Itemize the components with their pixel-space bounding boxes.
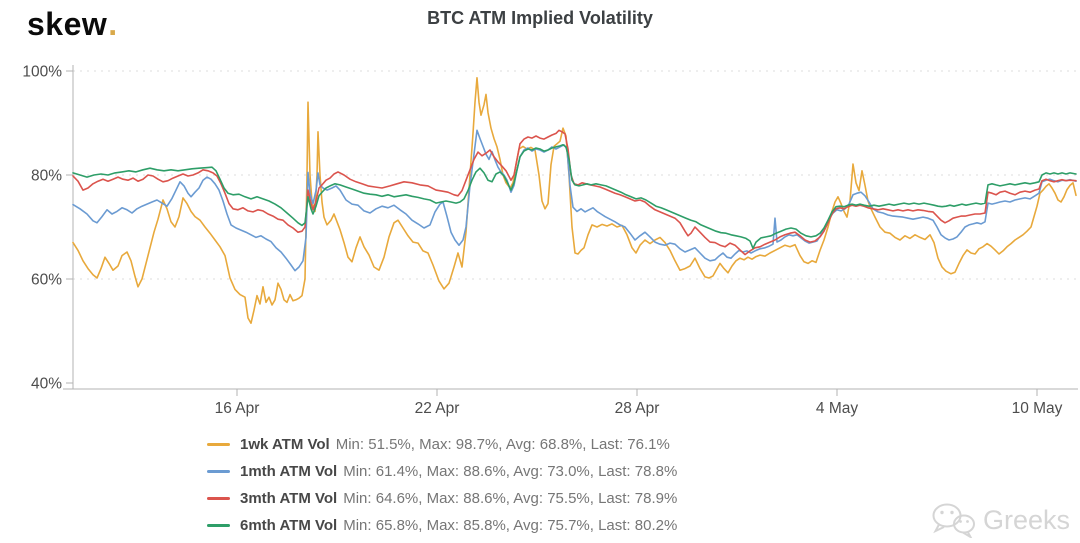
legend-dash-1mth-icon [207, 470, 230, 473]
logo-text: skew [27, 6, 108, 42]
series-line-6mth [72, 144, 1077, 250]
y-axis-label: 60% [31, 272, 62, 289]
x-axis-label: 16 Apr [215, 400, 260, 417]
legend-stats-3mth: Min: 64.6%, Max: 88.6%, Avg: 75.5%, Last… [343, 490, 678, 507]
legend-stats-1mth: Min: 61.4%, Max: 88.6%, Avg: 73.0%, Last… [343, 463, 678, 480]
chart-title: BTC ATM Implied Volatility [427, 8, 653, 28]
wechat-icon [932, 503, 975, 538]
legend-label-6mth: 6mth ATM Vol [240, 517, 338, 534]
legend-label-3mth: 3mth ATM Vol [240, 490, 338, 507]
skew-logo[interactable]: skew. [27, 4, 118, 44]
legend-dash-6mth-icon [207, 524, 230, 527]
legend-dash-3mth-icon [207, 497, 230, 500]
legend-item-3mth[interactable]: 3mth ATM Vol Min: 64.6%, Max: 88.6%, Avg… [207, 485, 677, 512]
wechat-greeks-watermark: Greeks [930, 502, 1070, 538]
series-line-1wk [72, 77, 1077, 324]
legend-item-1wk[interactable]: 1wk ATM Vol Min: 51.5%, Max: 98.7%, Avg:… [207, 431, 677, 458]
series-line-3mth [72, 129, 1077, 256]
legend-stats-6mth: Min: 65.8%, Max: 85.8%, Avg: 75.7%, Last… [343, 517, 678, 534]
legend-label-1mth: 1mth ATM Vol [240, 463, 338, 480]
x-axis-label: 4 May [816, 400, 858, 417]
legend-item-1mth[interactable]: 1mth ATM Vol Min: 61.4%, Max: 88.6%, Avg… [207, 458, 677, 485]
x-axis-label: 10 May [1012, 400, 1063, 417]
legend-dash-1wk-icon [207, 443, 230, 446]
y-axis-label: 100% [22, 64, 62, 81]
y-axis-label: 40% [31, 376, 62, 393]
x-axis-label: 22 Apr [415, 400, 460, 417]
watermark-text: Greeks [982, 504, 1070, 535]
series-line-1mth [72, 129, 1077, 272]
y-axis-label: 80% [31, 168, 62, 185]
legend-stats-1wk: Min: 51.5%, Max: 98.7%, Avg: 68.8%, Last… [335, 436, 670, 453]
chart-legend: 1wk ATM Vol Min: 51.5%, Max: 98.7%, Avg:… [207, 431, 677, 539]
legend-item-6mth[interactable]: 6mth ATM Vol Min: 65.8%, Max: 85.8%, Avg… [207, 512, 677, 539]
x-axis-label: 28 Apr [615, 400, 660, 417]
volatility-line-chart: 100% 80% 60% 40% 16 Apr 22 Apr 28 Apr 4 May 10 M… [22, 64, 1078, 417]
logo-dot: . [108, 6, 118, 42]
legend-label-1wk: 1wk ATM Vol [240, 436, 330, 453]
